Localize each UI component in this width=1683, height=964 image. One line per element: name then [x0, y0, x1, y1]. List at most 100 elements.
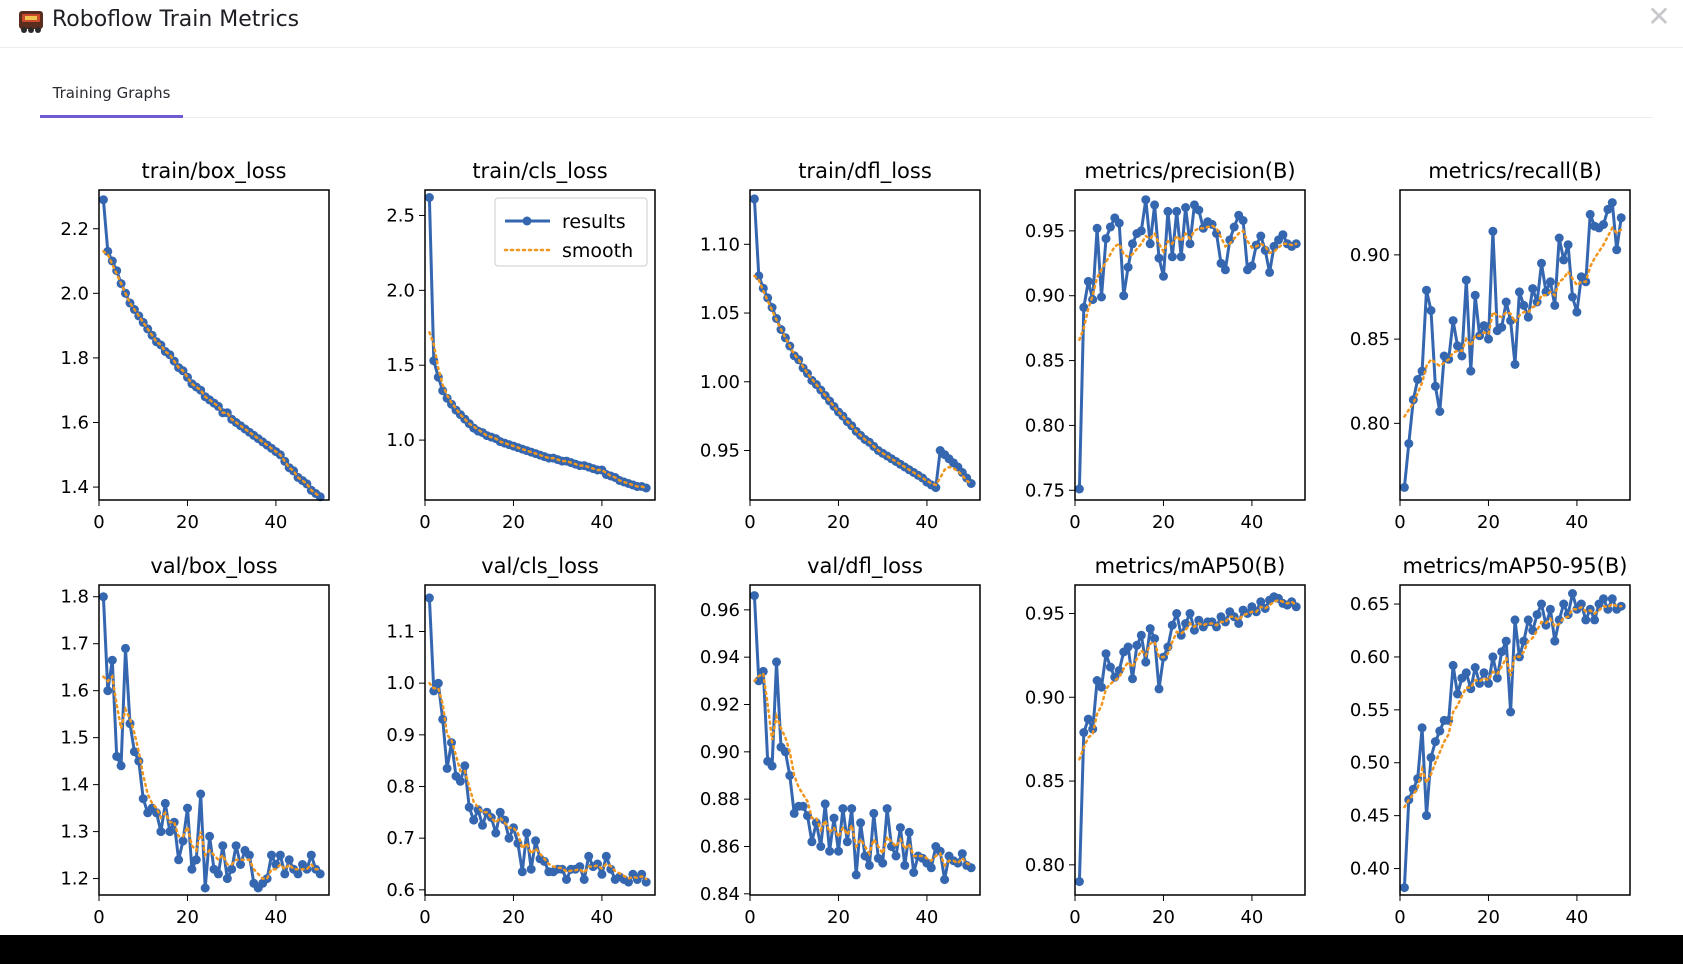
- results-point: [1265, 267, 1275, 277]
- results-point: [1408, 395, 1418, 405]
- results-point: [306, 850, 316, 860]
- results-point: [1176, 252, 1186, 262]
- results-point: [1616, 213, 1626, 223]
- results-point: [1278, 230, 1288, 240]
- results-point: [1466, 366, 1476, 376]
- x-tick-label: 40: [590, 512, 613, 533]
- y-tick-label: 1.2: [60, 869, 89, 890]
- y-tick-label: 0.90: [1025, 286, 1065, 307]
- results-point: [1607, 198, 1617, 208]
- y-tick-label: 1.6: [60, 681, 89, 702]
- results-point: [1453, 341, 1462, 351]
- subplot: val/box_loss 0 20 40 1.2 1.3 1.4 1.5 1.6 1.7 1.8: [60, 554, 330, 928]
- results-point: [183, 803, 192, 813]
- tab-training-graphs[interactable]: Training Graphs: [40, 75, 183, 118]
- results-point: [767, 761, 777, 771]
- y-tick-label: 0.40: [1350, 859, 1390, 880]
- results-point: [1461, 668, 1471, 678]
- results-point: [882, 804, 892, 814]
- y-tick-label: 1.05: [700, 303, 740, 324]
- results-point: [1550, 636, 1560, 646]
- results-point: [1159, 271, 1168, 281]
- results-point: [1554, 615, 1564, 625]
- x-tick-label: 0: [1394, 512, 1405, 533]
- y-tick-label: 1.6: [60, 413, 89, 434]
- results-point: [1123, 262, 1133, 272]
- results-point: [1501, 636, 1511, 646]
- close-icon[interactable]: ✕: [1647, 0, 1671, 33]
- results-point: [196, 789, 206, 799]
- results-point: [1576, 599, 1586, 609]
- x-tick-label: 40: [1565, 512, 1588, 533]
- results-point: [1150, 200, 1160, 210]
- chart-title: metrics/mAP50-95(B): [1403, 554, 1628, 578]
- results-point: [1568, 589, 1577, 598]
- y-tick-label: 1.5: [60, 728, 89, 749]
- results-point: [517, 867, 527, 877]
- results-point: [1523, 312, 1533, 322]
- results-point: [842, 837, 852, 847]
- y-tick-label: 1.3: [60, 822, 89, 843]
- results-point: [293, 869, 303, 879]
- results-point: [1119, 291, 1129, 301]
- results-point: [1550, 300, 1560, 310]
- results-point: [601, 851, 611, 861]
- y-tick-label: 0.85: [1350, 329, 1390, 350]
- results-point: [1074, 484, 1084, 494]
- results-point: [562, 875, 571, 884]
- results-point: [1572, 307, 1582, 317]
- results-point: [891, 851, 901, 861]
- results-point: [1430, 381, 1440, 391]
- results-point: [1189, 625, 1199, 635]
- results-point: [606, 864, 616, 874]
- results-point: [820, 799, 830, 809]
- x-tick-label: 0: [744, 512, 755, 533]
- results-point: [160, 798, 170, 808]
- results-point: [1145, 239, 1155, 249]
- results-point: [1413, 375, 1423, 384]
- results-point: [856, 818, 866, 828]
- results-point: [584, 851, 594, 861]
- x-tick-label: 0: [93, 512, 104, 533]
- subplot: metrics/recall(B) 0 20 40 0.80 0.85 0.90: [1350, 159, 1631, 533]
- results-point: [869, 808, 879, 818]
- x-tick-label: 20: [1152, 907, 1175, 928]
- subplot: metrics/precision(B) 0 20 40 0.75 0.80 0.85 0.9…: [1025, 159, 1306, 533]
- chart-title: metrics/mAP50(B): [1095, 554, 1286, 578]
- chart-title: train/box_loss: [142, 159, 287, 184]
- results-point: [1497, 322, 1507, 332]
- legend-results-marker: [522, 216, 532, 226]
- x-tick-label: 20: [502, 512, 525, 533]
- results-point: [315, 869, 325, 879]
- results-point: [1128, 239, 1137, 249]
- results-point: [222, 874, 232, 884]
- results-line: [1402, 201, 1623, 488]
- x-tick-label: 0: [744, 907, 755, 928]
- results-point: [1097, 292, 1106, 302]
- results-point: [1426, 306, 1436, 315]
- y-tick-label: 0.85: [1025, 771, 1065, 792]
- results-point: [860, 851, 870, 861]
- results-line: [1077, 595, 1298, 882]
- results-point: [1484, 678, 1493, 688]
- results-point: [539, 856, 549, 866]
- y-tick-label: 0.95: [1025, 603, 1065, 624]
- y-tick-label: 0.80: [1025, 415, 1065, 436]
- y-tick-label: 0.7: [386, 828, 415, 849]
- y-tick-label: 0.95: [700, 441, 740, 462]
- results-point: [442, 763, 452, 773]
- results-point: [156, 827, 166, 837]
- results-point: [749, 194, 759, 204]
- results-point: [1083, 276, 1093, 286]
- results-point: [1092, 223, 1102, 233]
- results-point: [129, 747, 139, 757]
- results-point: [829, 813, 839, 823]
- x-tick-label: 20: [502, 907, 525, 928]
- results-point: [1256, 231, 1266, 241]
- x-tick-label: 40: [915, 512, 938, 533]
- y-tick-label: 0.50: [1350, 753, 1390, 774]
- results-point: [1079, 728, 1089, 737]
- results-point: [1422, 285, 1431, 295]
- results-point: [1216, 258, 1226, 268]
- results-point: [522, 828, 532, 838]
